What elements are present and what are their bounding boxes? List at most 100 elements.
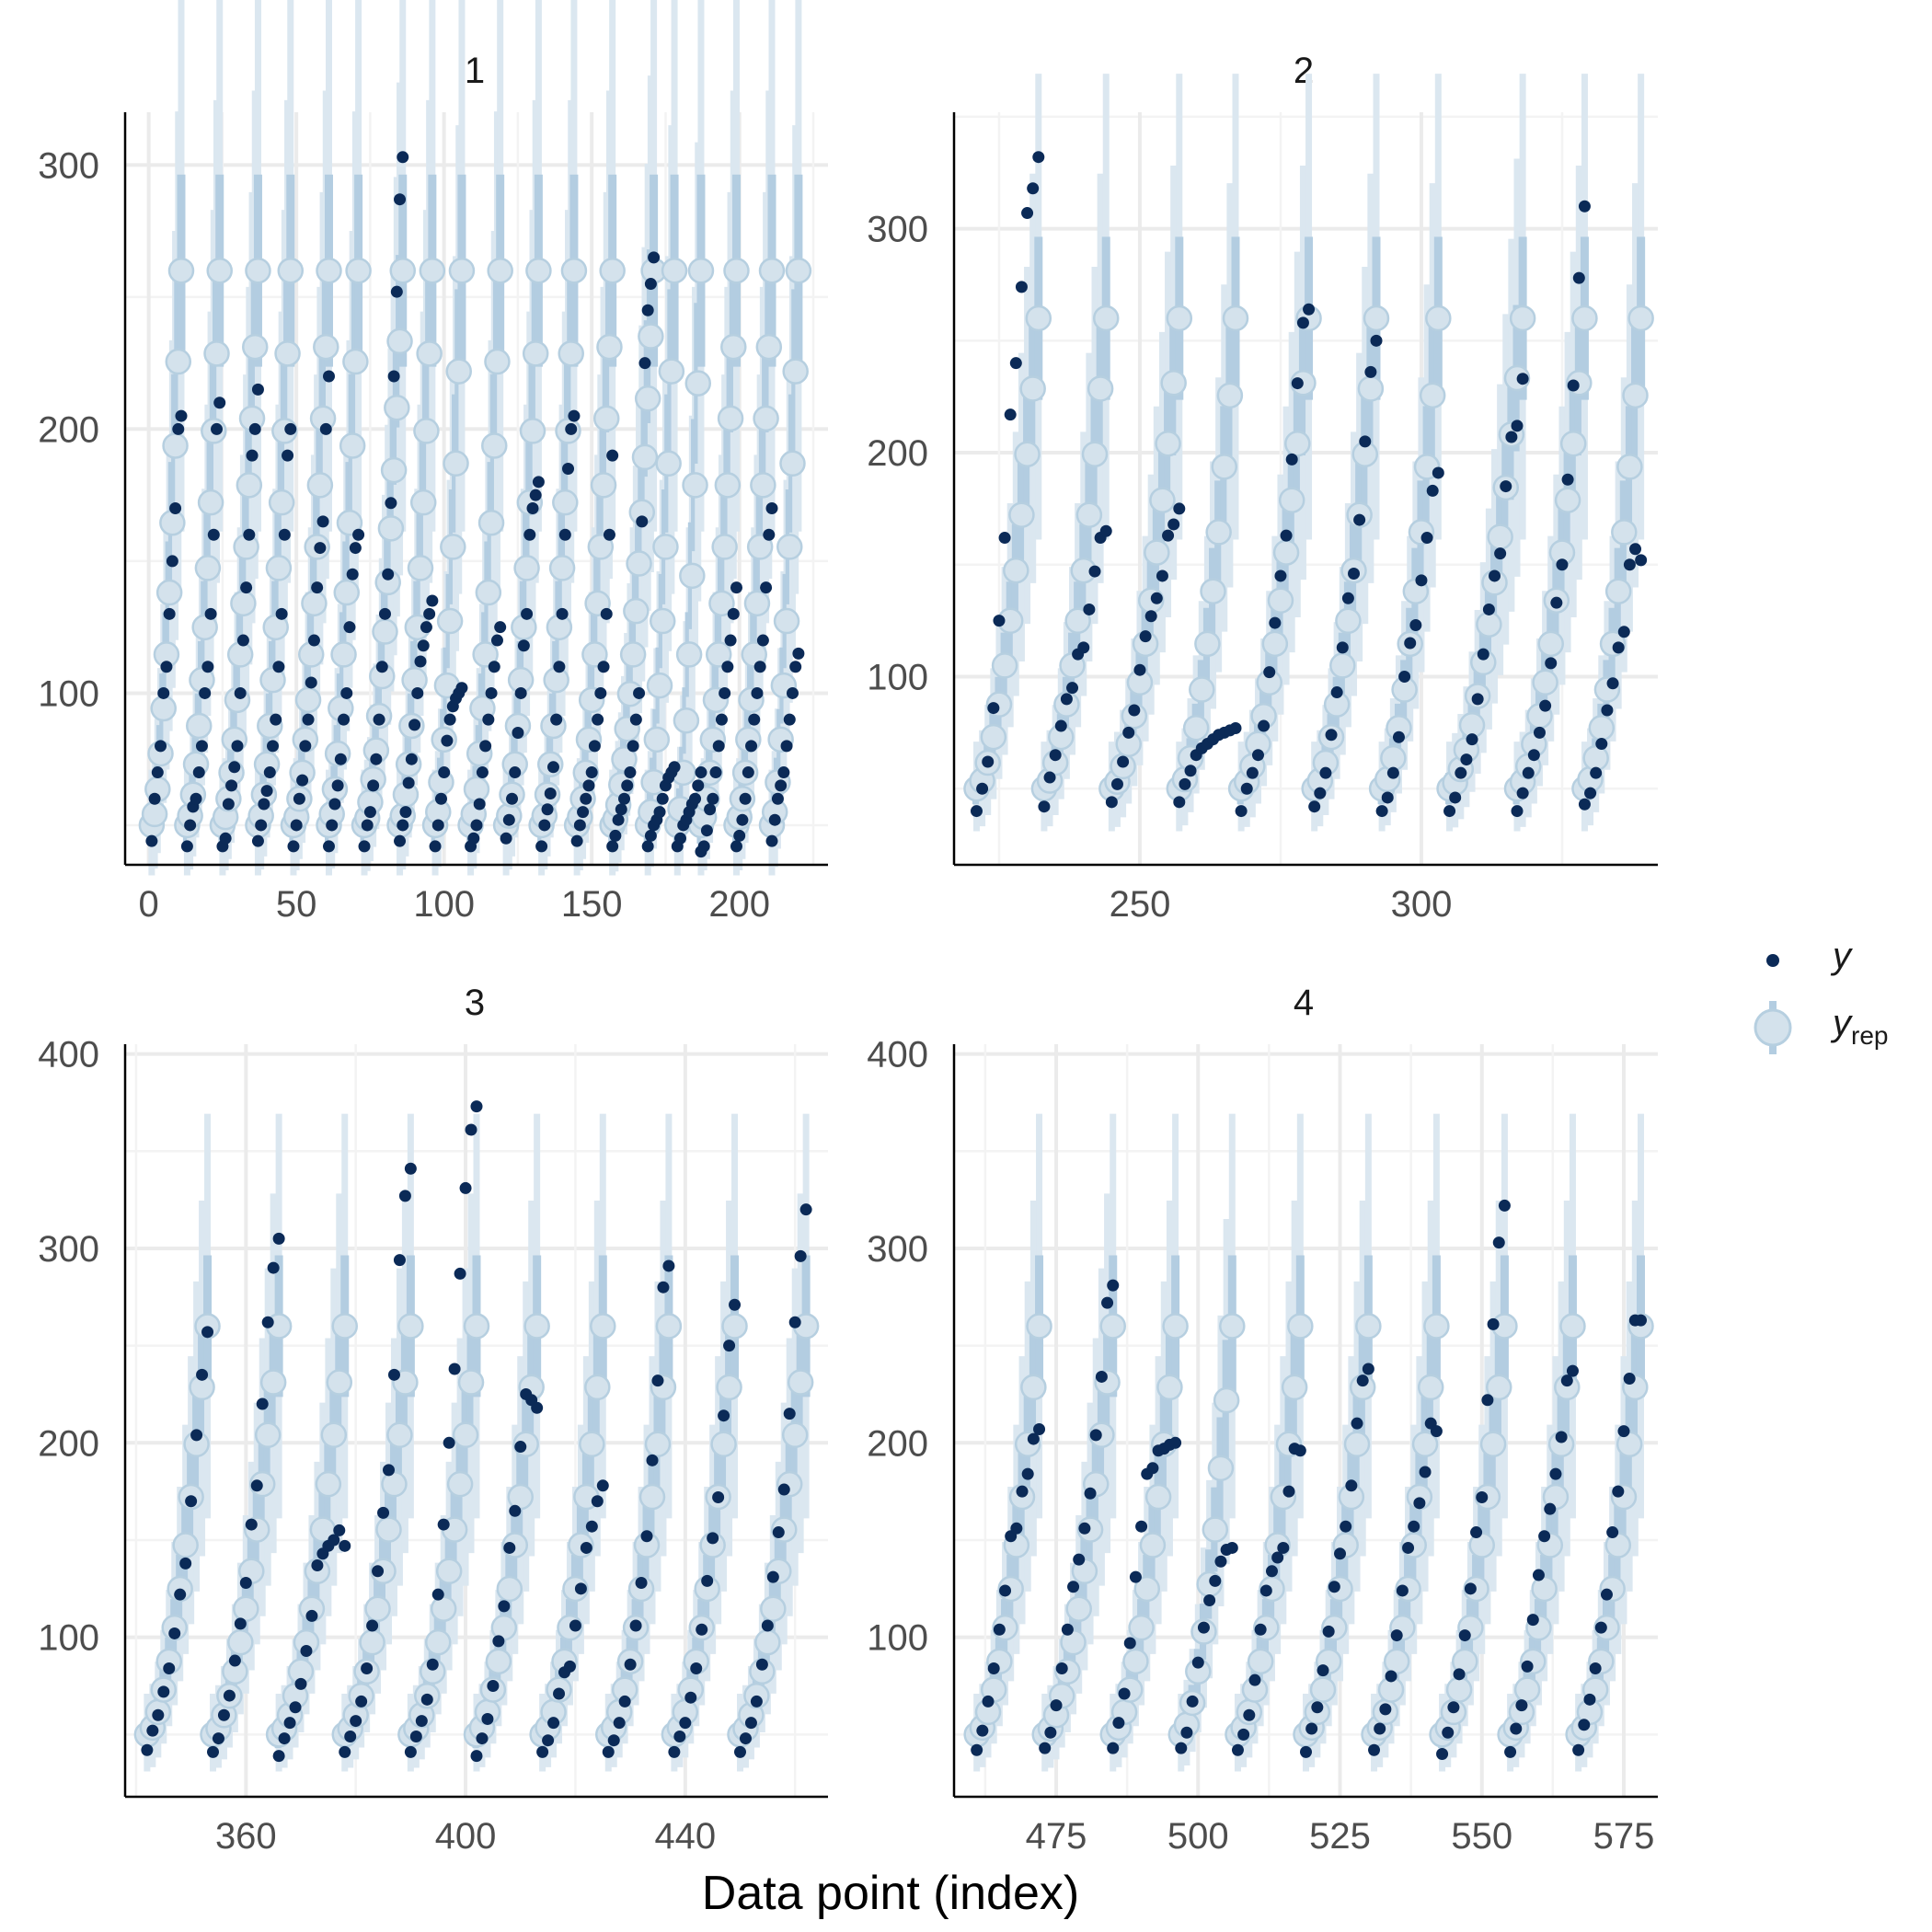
yrep-point xyxy=(191,614,218,641)
y-point xyxy=(772,1526,785,1539)
y-point xyxy=(482,713,495,726)
y-point xyxy=(553,1687,566,1700)
y-point xyxy=(373,713,385,726)
y-point xyxy=(563,1660,576,1673)
yrep-point xyxy=(484,348,511,375)
y-point xyxy=(1060,693,1073,706)
y-point xyxy=(296,774,309,787)
y-point xyxy=(1229,721,1242,734)
yrep-point xyxy=(384,394,410,421)
y-point xyxy=(294,1677,307,1690)
y-point xyxy=(217,1708,230,1721)
y-point xyxy=(228,761,241,774)
y-point xyxy=(1231,1743,1244,1756)
y-point xyxy=(1505,431,1518,443)
y-point xyxy=(278,528,291,541)
y-point xyxy=(606,449,619,462)
y-point xyxy=(1522,766,1535,779)
y-point xyxy=(459,1181,472,1194)
yrep-point xyxy=(596,333,623,361)
y-point xyxy=(363,806,376,819)
y-point xyxy=(1033,1423,1046,1436)
y-point xyxy=(1280,529,1293,542)
yrep-point xyxy=(611,746,638,773)
y-point xyxy=(146,1724,159,1737)
y-point xyxy=(982,1695,995,1708)
yrep-point xyxy=(1604,578,1632,604)
y-point xyxy=(287,840,300,853)
yrep-point xyxy=(301,590,328,617)
y-point xyxy=(1419,1466,1432,1478)
yrep-point xyxy=(782,358,809,385)
y-point xyxy=(500,832,512,845)
yrep-point xyxy=(424,1628,452,1656)
y-point xyxy=(343,621,356,634)
yrep-point xyxy=(472,641,499,668)
y-point xyxy=(383,1464,395,1477)
y-point xyxy=(641,840,654,853)
y-point xyxy=(498,1600,511,1613)
y-point xyxy=(615,803,627,816)
y-point xyxy=(748,713,761,726)
y-point xyxy=(1458,1629,1471,1642)
y-point xyxy=(1055,1662,1068,1674)
y-point xyxy=(646,1454,659,1466)
x-tick-label: 200 xyxy=(708,884,770,925)
yrep-point xyxy=(1267,587,1294,614)
y-series xyxy=(145,151,805,858)
y-point xyxy=(1420,532,1433,545)
yrep-point xyxy=(1087,375,1114,402)
y-point xyxy=(1398,671,1411,683)
y-point xyxy=(431,1588,444,1601)
y-point xyxy=(151,766,164,779)
y-point xyxy=(1043,771,1056,784)
y-point xyxy=(195,740,208,753)
y-point xyxy=(404,1162,417,1175)
y-point xyxy=(509,766,522,779)
y-point xyxy=(346,568,359,581)
y-point xyxy=(971,1743,983,1756)
y-point xyxy=(438,766,451,779)
yrep-point xyxy=(1559,1313,1586,1340)
y-point xyxy=(1351,1417,1363,1430)
yrep-point xyxy=(1026,1313,1052,1340)
y-point xyxy=(1010,1522,1023,1535)
y-point xyxy=(1600,1588,1613,1601)
yrep-point xyxy=(162,432,189,459)
yrep-point xyxy=(525,257,552,284)
y-tick-label: 400 xyxy=(867,1035,928,1075)
yrep-point xyxy=(590,472,617,499)
y-point xyxy=(668,1745,681,1758)
y-point xyxy=(1027,182,1040,195)
y-point xyxy=(1135,1520,1148,1533)
y-point xyxy=(314,542,327,555)
y-point xyxy=(777,1483,790,1496)
y-point xyxy=(1184,765,1197,777)
y-point xyxy=(243,528,256,541)
y-point xyxy=(1617,1425,1630,1438)
y-point xyxy=(141,1743,154,1756)
y-point xyxy=(319,422,332,435)
y-point xyxy=(322,840,335,853)
y-point xyxy=(570,834,583,847)
y-point xyxy=(1370,334,1383,347)
y-point xyxy=(1572,271,1585,284)
yrep-point xyxy=(372,618,398,645)
y-point xyxy=(1487,1317,1500,1330)
y-point xyxy=(223,1689,236,1702)
y-point xyxy=(987,702,1000,715)
y-point xyxy=(1282,1485,1295,1498)
yrep-point xyxy=(1020,1374,1047,1401)
y-point xyxy=(1612,641,1625,654)
yrep-point xyxy=(754,1628,781,1656)
y-point xyxy=(1330,686,1343,699)
y-point xyxy=(1572,1743,1585,1756)
yrep-point xyxy=(675,641,703,668)
yrep-point xyxy=(1211,454,1238,480)
y-point xyxy=(260,785,273,798)
y-point xyxy=(712,1490,725,1503)
y-point xyxy=(414,655,427,668)
yrep-point xyxy=(1380,744,1407,772)
y-point xyxy=(531,1401,544,1414)
y-point xyxy=(733,829,746,842)
